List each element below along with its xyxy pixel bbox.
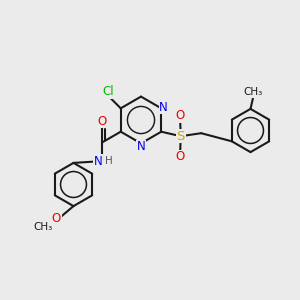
Text: H: H xyxy=(105,156,112,166)
Text: O: O xyxy=(176,109,185,122)
Text: O: O xyxy=(98,115,107,128)
Text: O: O xyxy=(52,212,61,226)
Text: O: O xyxy=(176,150,185,163)
Text: CH₃: CH₃ xyxy=(244,87,263,98)
Text: N: N xyxy=(136,140,146,154)
Text: S: S xyxy=(177,130,185,143)
Text: Cl: Cl xyxy=(102,85,114,98)
Text: CH₃: CH₃ xyxy=(34,222,53,232)
Text: N: N xyxy=(94,154,103,168)
Text: N: N xyxy=(159,100,168,114)
